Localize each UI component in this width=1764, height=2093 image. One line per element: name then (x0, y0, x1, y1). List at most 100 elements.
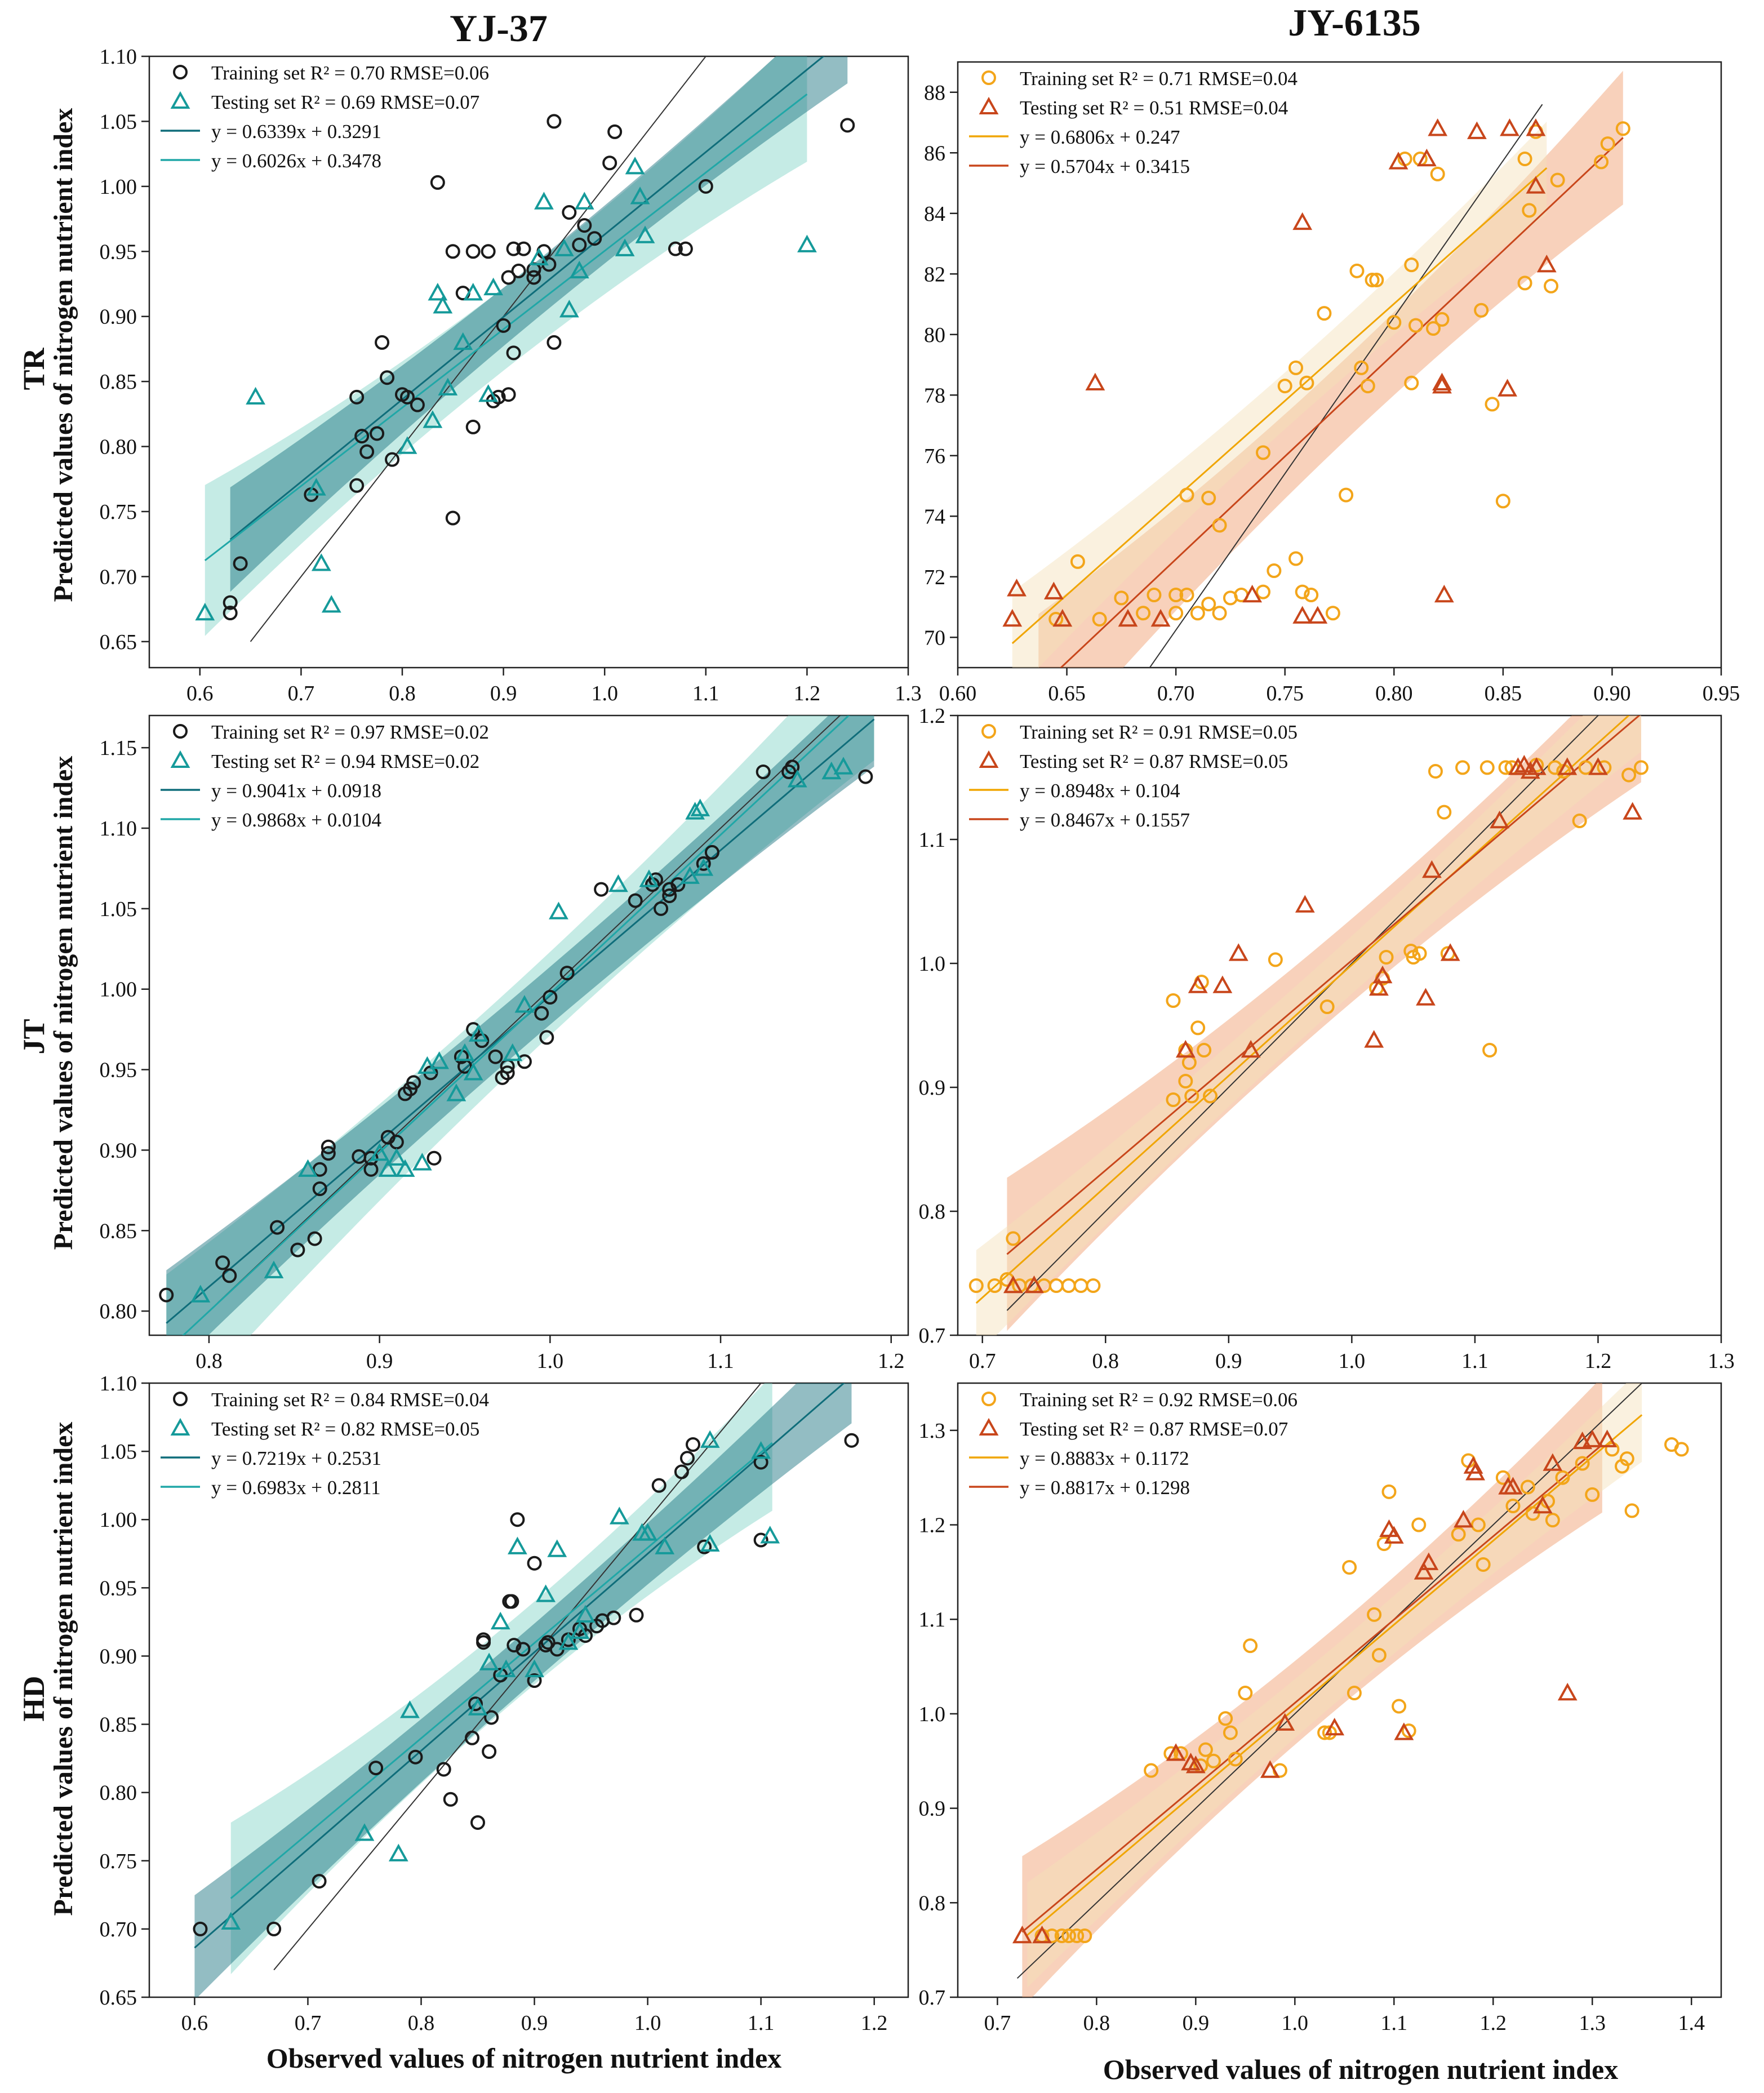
training-point (1434, 312, 1450, 327)
training-point (1387, 315, 1402, 330)
y-tick-label: 1.1 (919, 1608, 946, 1632)
training-point (270, 1220, 285, 1235)
training-point (785, 759, 800, 775)
training-point (1585, 1487, 1600, 1502)
testing-point (507, 1536, 527, 1554)
legend-label: Testing set R² = 0.51 RMSE=0.04 (1020, 97, 1288, 119)
y-tick-label: 1.00 (100, 175, 137, 199)
training-point (1525, 1506, 1540, 1521)
training-point (223, 606, 238, 621)
testing-point (1432, 376, 1452, 394)
training-point (1190, 1020, 1206, 1036)
legend-label: Testing set R² = 0.94 RMSE=0.02 (211, 750, 479, 772)
testing-point (1369, 977, 1389, 996)
testing-point (1526, 176, 1546, 194)
training-point (1379, 950, 1394, 965)
testing-point (700, 1534, 720, 1552)
testing-confidence-band (1038, 70, 1623, 668)
panels: 0.6 0.7 0.8 0.9 1.0 1.1 1.2 1.30.650.700.750.80… (100, 45, 1740, 2035)
training-point (1411, 1517, 1427, 1532)
plot-frame (148, 55, 909, 669)
y-tick-label: 0.65 (100, 630, 137, 654)
testing-point (1500, 118, 1519, 136)
testing-point (554, 238, 574, 256)
legend-label: Training set R² = 0.91 RMSE=0.05 (1020, 721, 1298, 743)
training-point (370, 426, 385, 441)
training-point (408, 1749, 423, 1765)
y-tick-label: 1.10 (100, 817, 137, 841)
training-point (559, 966, 575, 981)
x-tick-label: 0.6 (181, 2011, 208, 2035)
training-point (686, 1437, 701, 1452)
training-point (1006, 1231, 1021, 1246)
training-fit-line (1011, 167, 1548, 645)
testing-point (468, 1697, 488, 1716)
x-tick-label: 1.2 (878, 1349, 905, 1373)
training-point (233, 556, 248, 571)
training-point (1674, 1442, 1689, 1457)
training-point (1555, 1470, 1570, 1485)
training-point (668, 241, 683, 256)
x-tick-label: 1.0 (537, 1349, 564, 1373)
training-point (266, 1921, 282, 1936)
training-point (654, 901, 669, 916)
y-tick-label: 1.05 (100, 1440, 137, 1464)
training-point (1470, 1517, 1486, 1532)
training-point (1619, 1451, 1634, 1467)
testing-point (655, 1536, 675, 1554)
training-point (1479, 760, 1495, 775)
testing-fit-line (1059, 137, 1624, 668)
testing-point (1002, 608, 1023, 627)
training-point (1144, 1763, 1159, 1778)
y-tick-label: 0.85 (100, 1713, 137, 1737)
training-point (1212, 518, 1227, 533)
y-tick-label: 0.70 (100, 565, 137, 589)
testing-point (479, 1652, 499, 1670)
training-point (1288, 360, 1304, 375)
training-point (468, 1696, 483, 1712)
testing-point (1490, 810, 1510, 829)
training-point (1550, 172, 1565, 188)
training-point (527, 1556, 542, 1571)
x-tick-label: 1.2 (794, 682, 821, 705)
testing-point (821, 761, 842, 780)
testing-point (1295, 895, 1315, 913)
training-point (1325, 606, 1340, 621)
testing-point (423, 410, 443, 428)
training-point (526, 270, 541, 285)
testing-point (1597, 1429, 1618, 1447)
x-tick-label: 1.1 (692, 682, 719, 705)
training-point (1354, 360, 1369, 375)
legend-label: Testing set R² = 0.87 RMSE=0.07 (1020, 1418, 1288, 1440)
legend-label: y = 0.6339x + 0.3291 (211, 121, 381, 143)
training-point (662, 888, 677, 903)
x-tick-label: 0.8 (1083, 2011, 1110, 2035)
x-tick-label: 1.3 (1579, 2011, 1606, 2035)
testing-point (1003, 1275, 1023, 1294)
training-point (1369, 273, 1384, 287)
training-point (1430, 166, 1445, 181)
testing-point (787, 770, 807, 788)
training-point (1256, 584, 1270, 599)
x-tick-label: 0.8 (408, 2011, 435, 2035)
testing-point (1384, 1526, 1404, 1544)
training-point (496, 318, 511, 333)
training-point (594, 882, 609, 897)
training-point (222, 1268, 237, 1283)
training-point (1256, 445, 1270, 460)
y-tick-label: 74 (924, 505, 945, 528)
x-tick-label: 0.8 (389, 682, 416, 705)
x-tick-label: 0.8 (195, 1349, 223, 1373)
panel-jt-jy-6135: 0.7 0.8 0.9 1.0 1.1 1.2 1.3 0.7 0.8 0.9 1.0 1.1 1.2 T… (919, 704, 1735, 1373)
training-point (670, 877, 686, 892)
training-point (651, 1478, 667, 1493)
legend-label: y = 0.6806x + 0.247 (1020, 126, 1180, 148)
training-point (1522, 203, 1537, 218)
training-point (1212, 606, 1227, 621)
training-point (1322, 1725, 1337, 1740)
training-point (572, 237, 587, 252)
training-point (546, 335, 562, 350)
training-point (1179, 487, 1194, 503)
training-point (1600, 136, 1615, 152)
training-point (516, 241, 531, 256)
